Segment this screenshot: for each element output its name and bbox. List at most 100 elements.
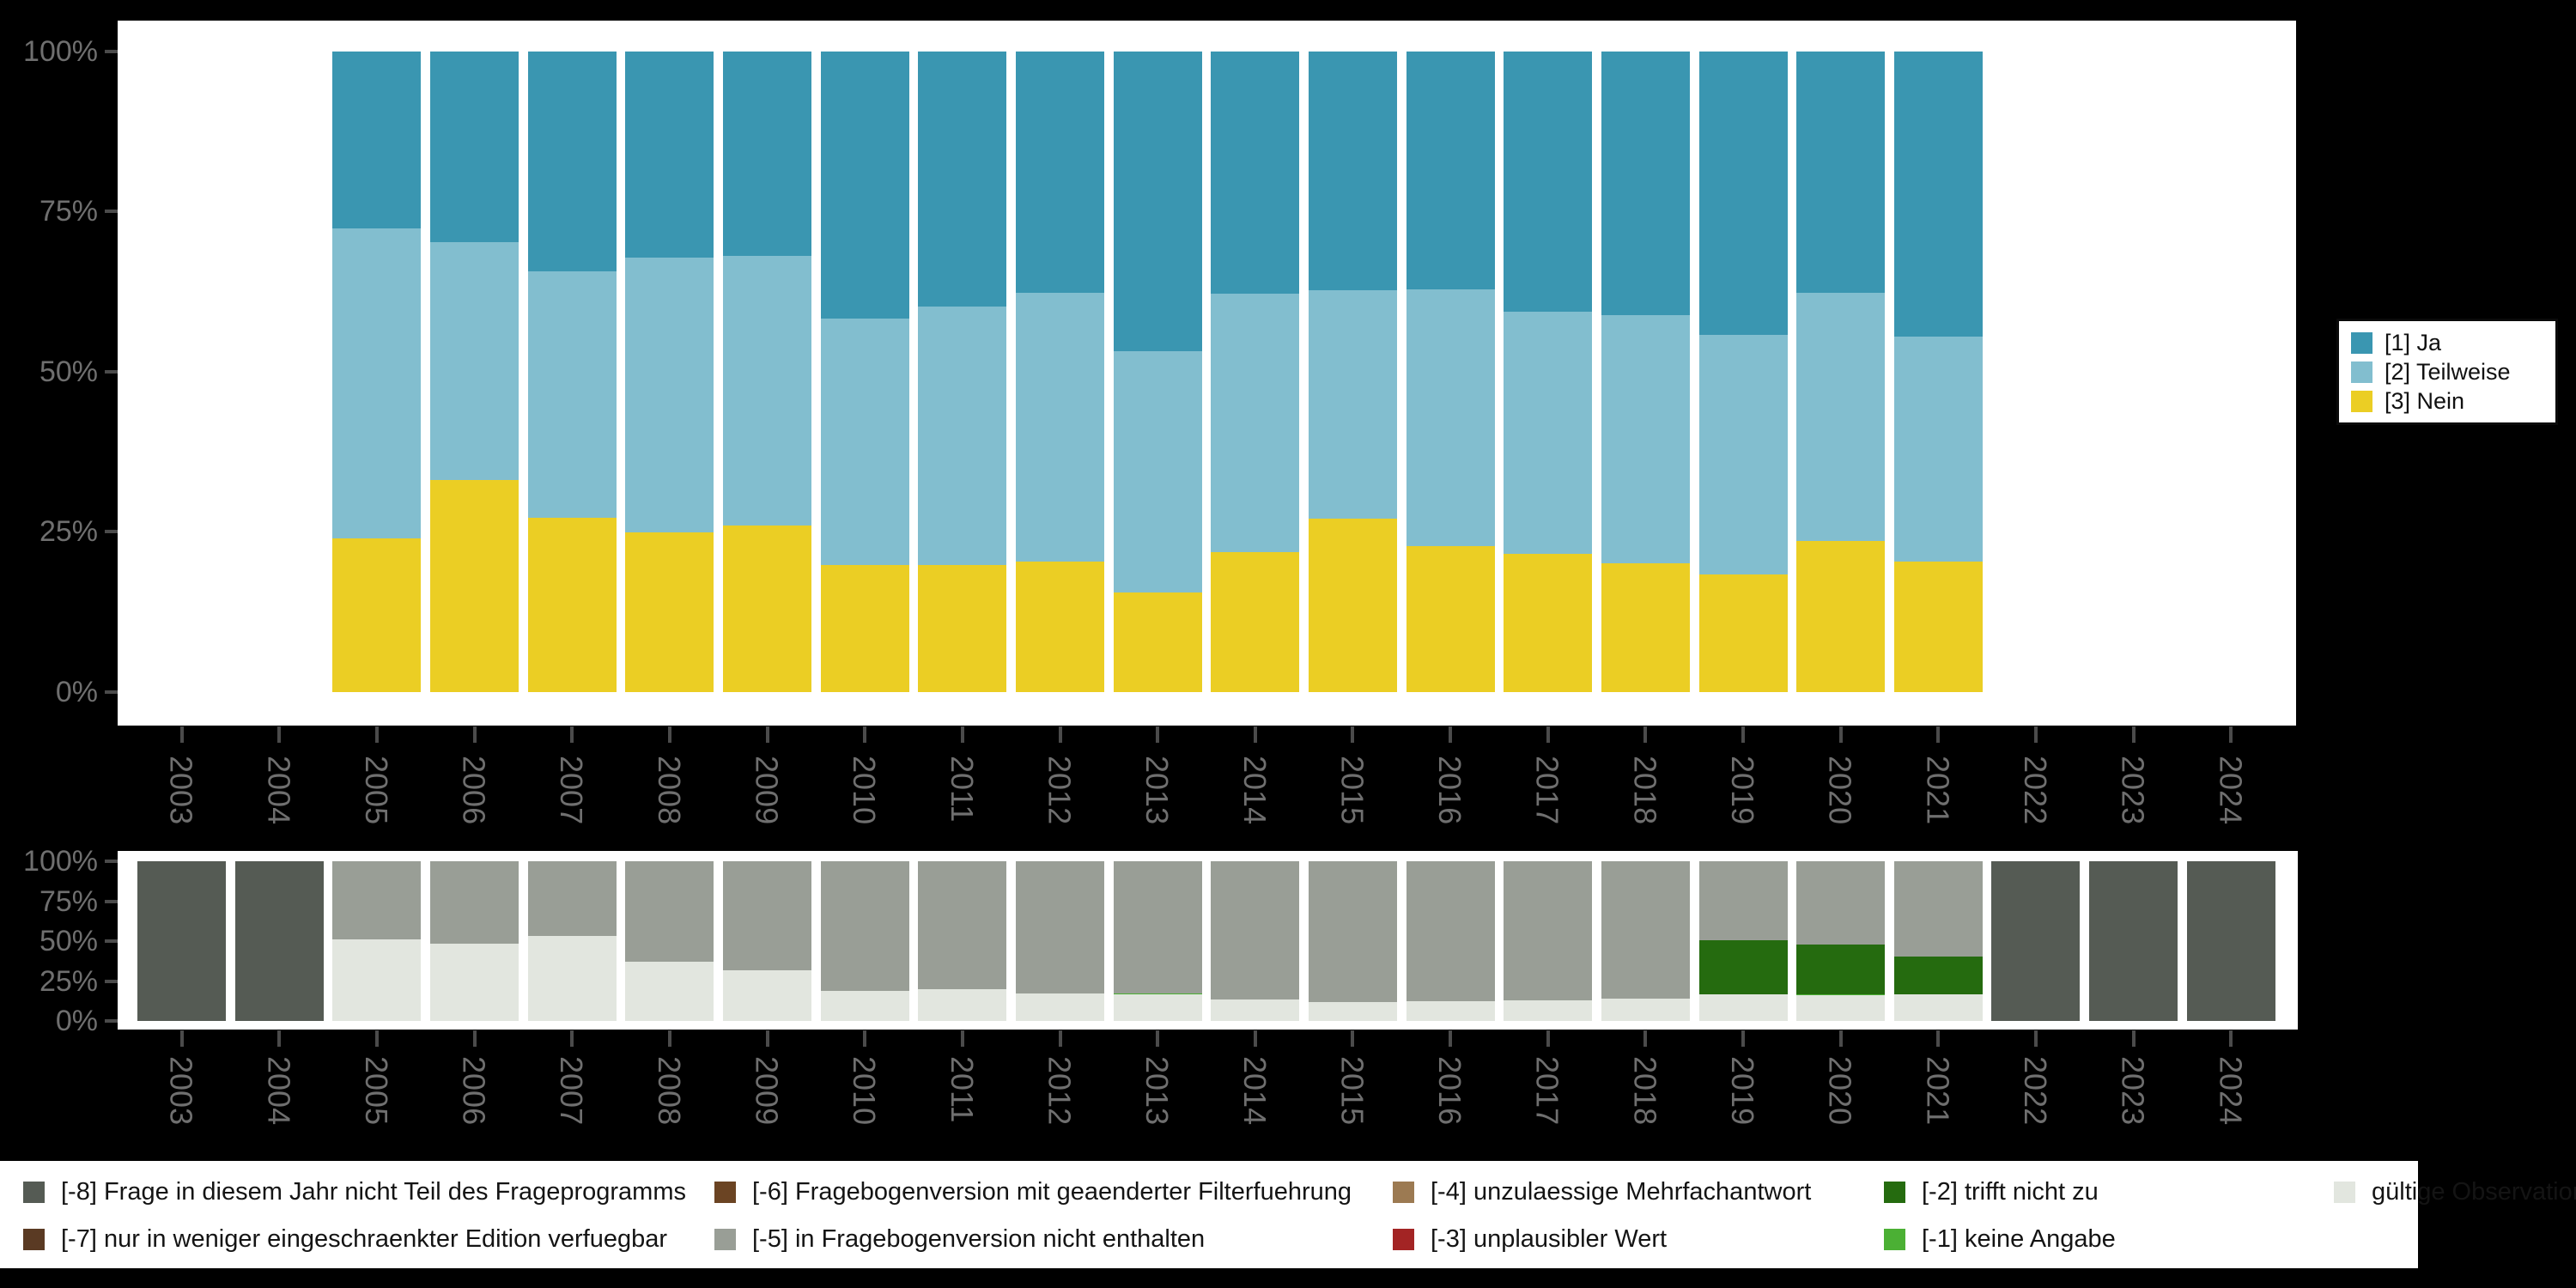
missing-legend-item-label: [-2] trifft nicht zu: [1922, 1178, 2099, 1206]
y-axis-label: 50%: [39, 355, 98, 388]
bar-segment: [430, 943, 519, 1021]
legend-item-label: [1] Ja: [2385, 330, 2442, 355]
bar-segment: [1796, 944, 1886, 994]
missing-legend-item: gültige Observationen: [2334, 1179, 2576, 1205]
x-axis-year-label: 2019: [1725, 756, 1760, 825]
missing-legend-item-label: [-8] Frage in diesem Jahr nicht Teil des…: [61, 1178, 686, 1206]
bar-segment: [527, 271, 617, 518]
bar-segment: [1211, 552, 1300, 692]
missing-legend-item-label: [-4] unzulaessige Mehrfachantwort: [1431, 1178, 1812, 1206]
bar-segment: [332, 538, 422, 692]
bar-segment: [430, 51, 519, 242]
bar-segment: [1796, 540, 1886, 692]
bar-segment: [723, 861, 811, 970]
x-axis-tick: [1351, 1030, 1355, 1047]
x-axis-year-label: 2004: [261, 756, 297, 825]
x-axis-tick: [863, 726, 867, 743]
bar-segment: [625, 257, 714, 533]
x-axis-year-label: 2024: [2213, 756, 2249, 825]
x-axis-tick: [374, 1030, 379, 1047]
bar-segment: [625, 962, 714, 1021]
bar-segment: [1016, 993, 1104, 1021]
legend-swatch-icon: [714, 1228, 736, 1250]
x-axis-year-label: 2008: [651, 756, 687, 825]
x-axis-year-label: 2018: [1627, 1056, 1663, 1126]
bar-segment: [723, 970, 811, 1021]
bar-segment: [1113, 861, 1202, 993]
bar-segment: [527, 935, 617, 1021]
bar-segment: [1504, 51, 1593, 313]
x-axis-tick: [1936, 726, 1941, 743]
bar-segment: [1601, 51, 1690, 316]
bar-segment: [1113, 994, 1202, 1021]
x-axis-year-label: 2017: [1529, 1056, 1565, 1126]
x-axis-tick: [1156, 1030, 1160, 1047]
x-axis-year-label: 2007: [554, 1056, 590, 1126]
x-axis-year-label: 2014: [1236, 1056, 1273, 1126]
x-axis-year-label: 2022: [2017, 756, 2053, 825]
bar-segment: [918, 51, 1007, 307]
x-axis-year-label: 2017: [1529, 756, 1565, 825]
bar-segment: [1406, 1000, 1495, 1022]
x-axis-year-label: 2020: [1822, 756, 1858, 825]
y-axis-tick: [105, 899, 118, 903]
missing-legend-item-label: [-1] keine Angabe: [1922, 1225, 2116, 1253]
x-axis-year-label: 2005: [358, 1056, 394, 1126]
bar-segment: [820, 990, 909, 1021]
x-axis-tick: [765, 1030, 769, 1047]
x-axis-year-label: 2024: [2213, 1056, 2249, 1126]
x-axis-tick: [472, 1030, 477, 1047]
x-axis-year-label: 2006: [456, 1056, 492, 1126]
legend-item: [1] Ja: [2351, 331, 2543, 355]
bar-segment: [1406, 289, 1495, 546]
legend-swatch-icon: [2334, 1181, 2355, 1203]
legend-swatch-icon: [1884, 1228, 1905, 1250]
bar-segment: [820, 51, 909, 319]
x-axis-year-label: 2022: [2017, 1056, 2053, 1126]
x-axis-year-label: 2015: [1334, 1056, 1370, 1126]
x-axis-year-label: 2010: [847, 756, 883, 825]
x-axis-tick: [277, 726, 282, 743]
x-axis-year-label: 2013: [1139, 756, 1176, 825]
missing-legend-item-label: [-3] unplausibler Wert: [1431, 1225, 1668, 1253]
x-axis-tick: [2229, 726, 2233, 743]
x-axis-year-label: 2010: [847, 1056, 883, 1126]
bar-segment: [1601, 563, 1690, 692]
x-axis-tick: [1741, 726, 1745, 743]
bar-segment: [1113, 350, 1202, 592]
bar-segment: [918, 565, 1007, 692]
x-axis-year-label: 2005: [358, 756, 394, 825]
bar-segment: [918, 988, 1007, 1021]
x-axis-tick: [179, 1030, 184, 1047]
legend-swatch-icon: [714, 1181, 736, 1203]
x-axis-year-label: 2019: [1725, 1056, 1760, 1126]
x-axis-tick: [570, 726, 574, 743]
x-axis-tick: [1643, 1030, 1648, 1047]
bar-segment: [1893, 993, 1983, 1021]
bar-segment: [527, 518, 617, 692]
bar-segment: [1796, 994, 1886, 1021]
bar-segment: [1698, 939, 1788, 994]
bar-segment: [430, 861, 519, 944]
bar-segment: [1016, 292, 1104, 562]
bar-segment: [1991, 861, 2081, 1021]
bar-segment: [1893, 337, 1983, 562]
bar-segment: [1504, 553, 1593, 692]
legend-swatch-icon: [2351, 390, 2372, 412]
x-axis-year-label: 2016: [1432, 756, 1467, 825]
bar-segment: [1698, 335, 1788, 574]
bar-segment: [918, 306, 1007, 566]
bar-segment: [1796, 861, 1886, 945]
x-axis-tick: [1546, 726, 1550, 743]
bar-segment: [1893, 957, 1983, 994]
bar-segment: [1893, 51, 1983, 337]
legend-swatch-icon: [2351, 331, 2372, 354]
x-axis-tick: [2131, 1030, 2136, 1047]
bar-segment: [527, 51, 617, 272]
bar-segment: [430, 242, 519, 480]
legend-item-label: [2] Teilweise: [2385, 359, 2511, 385]
x-axis-year-label: 2021: [1920, 1056, 1956, 1126]
x-axis-year-label: 2003: [163, 1056, 199, 1126]
y-axis-label: 100%: [23, 845, 98, 878]
